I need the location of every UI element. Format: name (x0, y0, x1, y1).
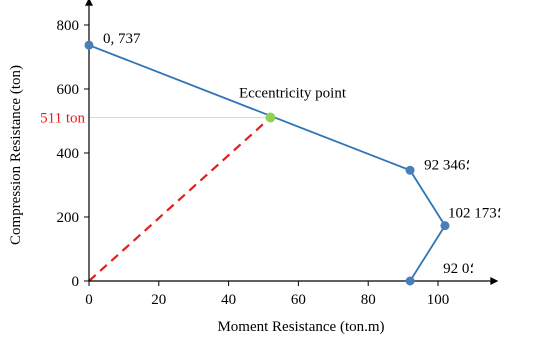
eccentricity-dashed-line (88, 116, 272, 282)
x-axis-arrow (490, 277, 499, 285)
guide-layer (88, 116, 272, 282)
data-point (440, 221, 450, 231)
y-tick-label: 400 (57, 146, 80, 162)
y-tick-label: 600 (57, 82, 80, 98)
label-layer: 0, 737 92 ؛346 102 ؛173 92 ؛0 Eccentricity p… (40, 31, 501, 277)
x-tick-label: 60 (291, 292, 306, 308)
y-tick-label: 0 (72, 274, 80, 290)
x-tick-label: 100 (427, 292, 450, 308)
data-point (405, 276, 415, 286)
interaction-curve-line (88, 44, 447, 282)
y-axis-arrow (85, 0, 93, 6)
data-point-label: 102 ؛173 (448, 206, 502, 222)
series-layer (84, 40, 450, 286)
y-tick-label: 200 (57, 210, 80, 226)
data-point (405, 165, 415, 175)
data-point-label: 92 ؛346 (424, 157, 470, 173)
eccentricity-point-marker (265, 112, 276, 123)
data-point-label: 0, 737 (103, 31, 141, 47)
y-axis-title: Compression Resistance (ton) (8, 65, 24, 245)
y-tick-label: 800 (57, 18, 80, 34)
data-point (84, 40, 94, 50)
x-tick-label: 0 (85, 292, 93, 308)
axes: 0 20 40 60 80 100 0 200 400 600 800 (57, 0, 499, 308)
x-tick-label: 80 (361, 292, 376, 308)
x-tick-label: 20 (151, 292, 166, 308)
x-tick-label: 40 (221, 292, 236, 308)
eccentricity-point-label: Eccentricity point (239, 85, 347, 101)
x-axis-title: Moment Resistance (ton.m) (217, 319, 384, 335)
data-point-label: 92 ؛0 (443, 261, 474, 277)
eccentricity-value-label: 511 ton (40, 110, 85, 126)
